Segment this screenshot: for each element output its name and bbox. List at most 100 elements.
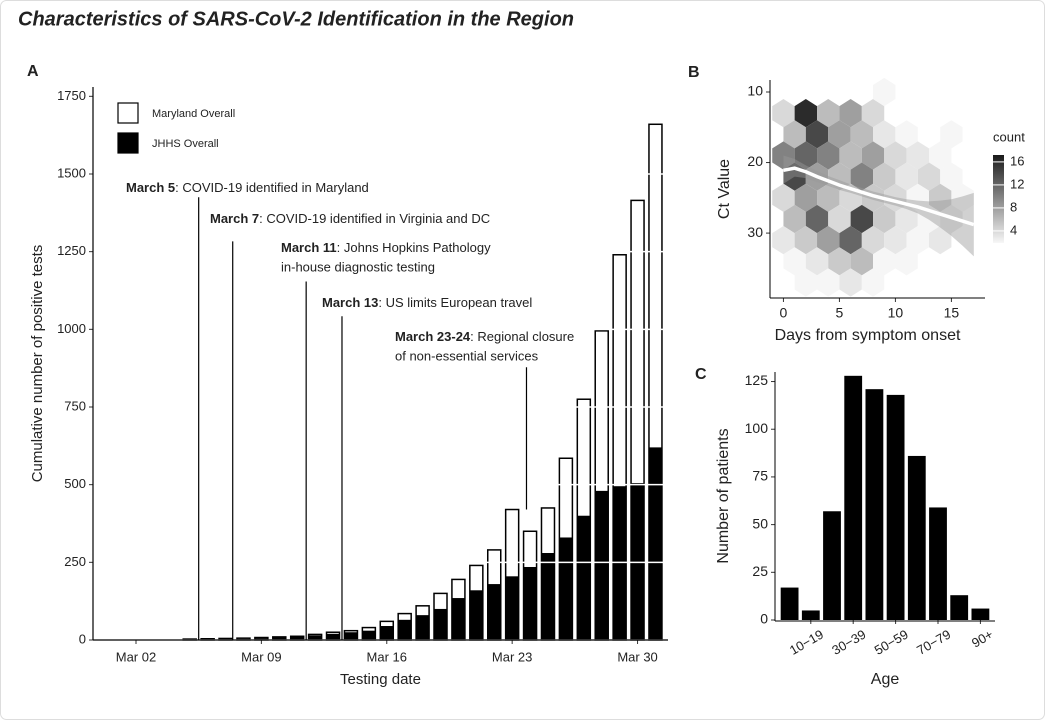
hex-cell	[895, 247, 918, 276]
hex-cell	[873, 204, 896, 234]
annotation-bold: March 23-24	[395, 329, 471, 344]
annotation: March 23-24: Regional closure	[395, 329, 574, 344]
y-tick-label: 125	[745, 372, 769, 388]
hex-cell	[794, 141, 818, 170]
hex-cell	[895, 120, 918, 149]
annotation-bold: March 11	[281, 240, 337, 255]
hex-cell	[772, 99, 795, 128]
x-axis-title: Testing date	[340, 671, 421, 688]
hex-cell	[772, 141, 795, 170]
y-tick-label: 1250	[57, 243, 86, 258]
annotation-bold: March 7	[210, 211, 259, 226]
bar	[559, 537, 573, 640]
annotation-text: in-house diagnostic testing	[281, 259, 435, 274]
hex-cell	[817, 99, 840, 128]
hex-cell	[861, 268, 885, 297]
bar	[290, 636, 304, 640]
hex-cell	[884, 183, 907, 212]
annotation: March 7: COVID-19 identified in Virginia…	[210, 211, 490, 226]
y-tick-label: 30	[747, 224, 763, 240]
hex-cell	[817, 268, 840, 297]
hex-cell	[772, 226, 795, 255]
y-tick-label: 250	[64, 554, 86, 569]
hex-cell	[817, 226, 840, 255]
bar	[416, 615, 430, 640]
hex-cell	[940, 162, 963, 191]
panel-label: B	[688, 64, 700, 81]
hex-cell	[850, 204, 874, 234]
hex-cell	[805, 120, 829, 149]
colorbar-tick-label: 8	[1010, 199, 1017, 214]
y-tick-label: 25	[752, 563, 768, 579]
bar	[308, 635, 322, 640]
panel-label: A	[27, 63, 39, 80]
x-tick-label: Mar 16	[367, 649, 407, 664]
annotation-text: : Johns Hopkins Pathology	[337, 240, 491, 255]
hex-cell	[828, 120, 851, 149]
hex-cell	[794, 226, 818, 255]
bar	[780, 587, 799, 620]
bar	[344, 632, 358, 640]
y-tick-label: 20	[747, 153, 763, 169]
annotation: March 13: US limits European travel	[322, 295, 532, 310]
annotation-text: : US limits European travel	[378, 295, 532, 310]
hex-cell	[783, 120, 806, 149]
annotation-text: : COVID-19 identified in Virginia and DC	[259, 211, 490, 226]
colorbar	[993, 155, 1004, 243]
hex-cell	[794, 268, 818, 297]
bar	[971, 608, 990, 620]
bar	[613, 486, 627, 640]
y-tick-label: 500	[64, 476, 86, 491]
hex-cell	[817, 141, 840, 170]
bar	[451, 598, 465, 640]
hex-cell	[805, 204, 829, 234]
hex-cell	[772, 183, 795, 212]
hex-cell	[828, 204, 851, 234]
legend-swatch	[117, 132, 139, 154]
x-tick-label: 10	[888, 305, 904, 321]
legend-label: JHHS Overall	[152, 138, 219, 150]
x-tick-label: 0	[780, 305, 788, 321]
hex-cell	[884, 141, 907, 170]
hex-cell	[828, 247, 851, 276]
bar	[595, 490, 609, 640]
y-tick-label: 100	[745, 420, 769, 436]
annotation-text: : COVID-19 identified in Maryland	[175, 180, 369, 195]
hex-cell	[783, 204, 806, 234]
colorbar-tick-label: 12	[1010, 176, 1024, 191]
hex-cell	[850, 247, 874, 276]
hex-cell	[906, 226, 930, 255]
bar	[950, 595, 969, 620]
hex-cell	[861, 183, 885, 212]
bar	[865, 389, 884, 620]
annotation-text: of non-essential services	[395, 348, 539, 363]
y-tick-label: 750	[64, 398, 86, 413]
hex-cell	[861, 99, 885, 128]
hex-cell	[794, 183, 818, 212]
y-tick-label: 75	[752, 468, 768, 484]
bar	[823, 511, 841, 620]
y-axis-title: Cumulative number of positive tests	[29, 245, 46, 483]
hex-cell	[861, 226, 885, 255]
hex-cell	[951, 183, 974, 212]
hex-cell	[884, 226, 907, 255]
hex-cell	[839, 226, 862, 255]
hex-cell	[839, 268, 862, 297]
x-tick-label: 5	[836, 305, 844, 321]
bar	[577, 515, 591, 640]
x-tick-label: Mar 23	[492, 649, 532, 664]
colorbar-tick-label: 16	[1010, 153, 1024, 168]
x-axis-title: Age	[871, 671, 900, 688]
colorbar-title: count	[993, 129, 1025, 144]
bar	[886, 394, 905, 620]
annotation-bold: March 13	[322, 295, 378, 310]
x-tick-label: 15	[944, 305, 960, 321]
figure-title: Characteristics of SARS-CoV-2 Identifica…	[18, 8, 574, 30]
y-tick-label: 1500	[57, 165, 86, 180]
bar	[801, 610, 820, 620]
hex-cell	[929, 226, 952, 255]
hex-cell	[873, 247, 896, 276]
y-tick-label: 0	[79, 631, 86, 646]
